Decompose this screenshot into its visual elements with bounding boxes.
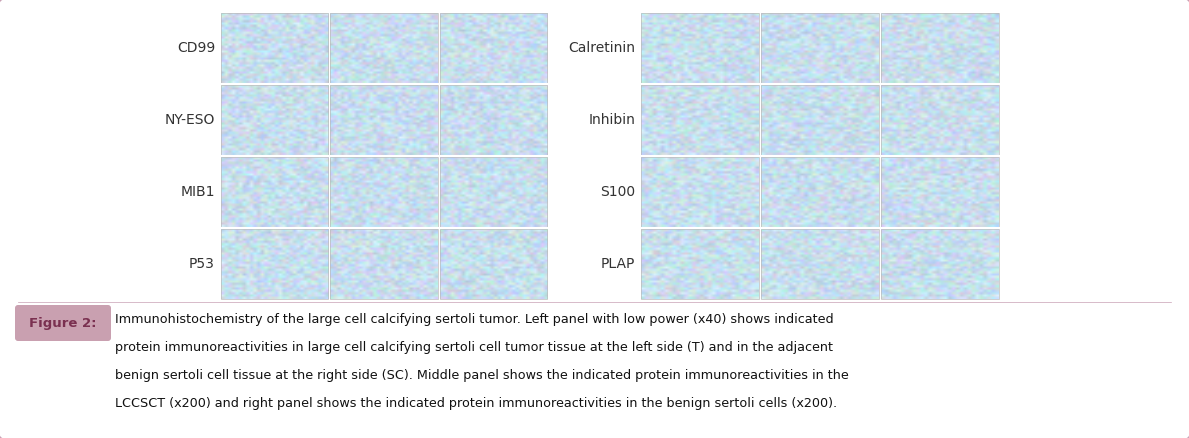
FancyBboxPatch shape (15, 305, 111, 341)
Bar (761, 13, 879, 83)
Bar (761, 229, 879, 299)
Text: NY-ESO: NY-ESO (164, 113, 215, 127)
Bar (221, 157, 328, 227)
Bar (221, 13, 328, 83)
Bar (761, 85, 879, 155)
Bar (641, 85, 759, 155)
Text: Immunohistochemistry of the large cell calcifying sertoli tumor. Left panel with: Immunohistochemistry of the large cell c… (115, 313, 833, 326)
Text: benign sertoli cell tissue at the right side (SC). Middle panel shows the indica: benign sertoli cell tissue at the right … (115, 369, 849, 382)
Bar (440, 13, 547, 83)
Bar (881, 85, 999, 155)
Bar (331, 85, 438, 155)
Bar (440, 85, 547, 155)
Bar (641, 13, 759, 83)
Bar (331, 157, 438, 227)
Text: protein immunoreactivities in large cell calcifying sertoli cell tumor tissue at: protein immunoreactivities in large cell… (115, 341, 833, 354)
Bar (331, 13, 438, 83)
Text: MIB1: MIB1 (181, 185, 215, 199)
Bar (221, 229, 328, 299)
Bar (881, 13, 999, 83)
Bar (440, 229, 547, 299)
Bar (761, 157, 879, 227)
Bar (881, 229, 999, 299)
Text: Inhibin: Inhibin (589, 113, 635, 127)
Text: Calretinin: Calretinin (568, 41, 635, 55)
Bar (641, 229, 759, 299)
Text: Figure 2:: Figure 2: (30, 317, 96, 329)
Text: LCCSCT (x200) and right panel shows the indicated protein immunoreactivities in : LCCSCT (x200) and right panel shows the … (115, 397, 837, 410)
Text: S100: S100 (600, 185, 635, 199)
Text: CD99: CD99 (177, 41, 215, 55)
Bar (221, 85, 328, 155)
Bar (331, 229, 438, 299)
Bar (881, 157, 999, 227)
Bar (641, 157, 759, 227)
Bar (440, 157, 547, 227)
Text: P53: P53 (189, 257, 215, 271)
Text: PLAP: PLAP (600, 257, 635, 271)
